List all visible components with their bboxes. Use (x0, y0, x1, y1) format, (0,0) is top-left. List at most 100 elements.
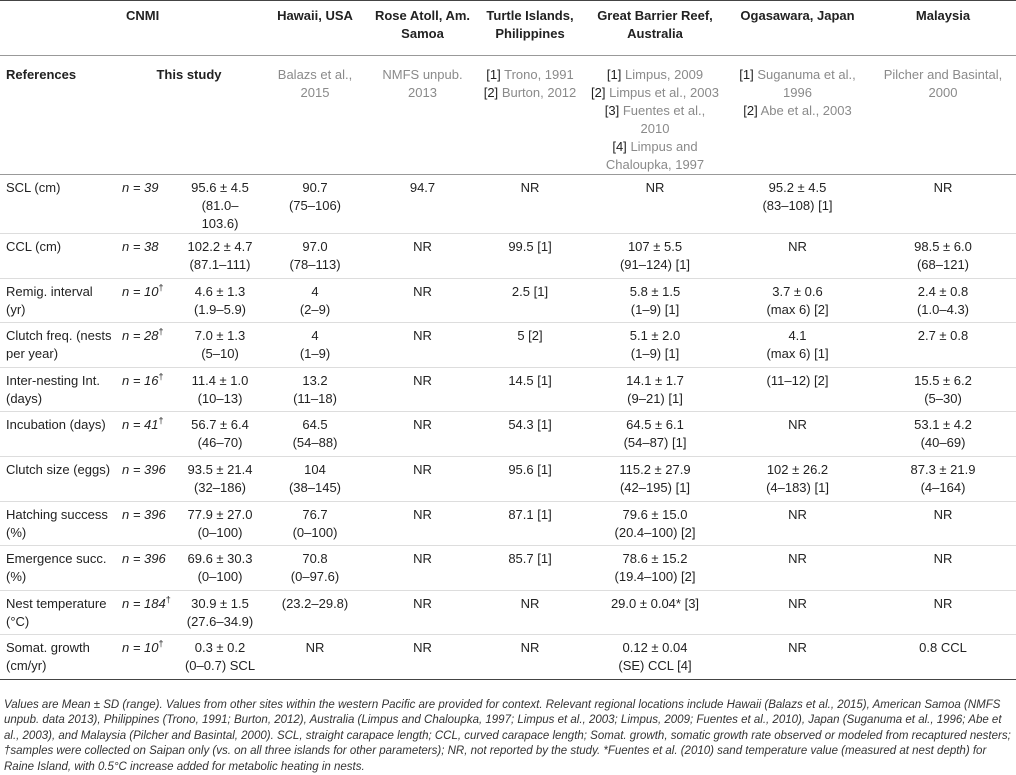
value-cell: NR (370, 412, 475, 457)
value-line: NR (520, 180, 540, 195)
value-cell: 4 (1–9) (260, 323, 370, 368)
value-line: (9–21) [1] (627, 390, 683, 406)
value-cell: 94.7 (370, 175, 475, 234)
reference-line: Balazs et al., 2015 (264, 66, 366, 102)
value-cell: 69.6 ± 30.3 (0–100) (180, 546, 260, 591)
value-cell: 14.1 ± 1.7 (9–21) [1] (585, 367, 725, 412)
reference-cell: [1] Limpus, 2009 [2] Limpus et al., 2003[… (585, 56, 725, 175)
value-cell: NR (870, 546, 1016, 591)
value-line: NR (645, 180, 665, 195)
value-line: 93.5 ± 21.4 (187, 461, 253, 477)
value-line: 87.3 ± 21.9 (910, 461, 976, 477)
sample-size: n = 184† (118, 590, 180, 635)
sample-size: n = 396 (118, 546, 180, 591)
sample-size-text: n = 39 (122, 180, 159, 195)
value-line: 87.1 [1] (508, 506, 552, 522)
value-line: (91–124) [1] (619, 257, 691, 272)
value-line: 64.5 (302, 417, 328, 433)
value-line: NR (413, 506, 432, 522)
value-cell: 70.8 (0–97.6) (260, 546, 370, 591)
reference-text: Burton, 2012 (501, 85, 577, 100)
reference-text: Abe et al., 2003 (760, 103, 852, 118)
header-cell: CNMI (126, 8, 160, 23)
data-row: Clutch freq. (nests per year) n = 28† 7.0 … (0, 323, 1016, 368)
value-line: 95.6 [1] (508, 461, 552, 477)
value-line: 56.7 ± 6.4 (191, 417, 249, 433)
data-row: Hatching success (%) n = 396 77.9 ± 27.0 (0… (0, 501, 1016, 546)
value-line: 13.2 (302, 372, 328, 388)
value-line: 2.5 [1] (511, 283, 549, 299)
value-cell: 7.0 ± 1.3 (5–10) (180, 323, 260, 368)
reference-number: [3] (604, 103, 620, 118)
value-line: 97.0 (302, 239, 328, 254)
reference-line: [1] Suganuma et al., 1996 (729, 66, 866, 102)
value-line: 95.2 ± 4.5 (768, 180, 827, 195)
row-label: References (6, 67, 77, 82)
value-line: 2.7 ± 0.8 (917, 328, 969, 344)
value-line: NR (933, 180, 953, 195)
value-cell: 0.8 CCL (870, 635, 1016, 680)
value-line: (23.2–29.8) (281, 595, 349, 611)
value-line: (5–10) (201, 346, 239, 362)
row-label: Clutch freq. (nests per year) (6, 328, 112, 362)
reference-text: Trono, 1991 (504, 67, 574, 82)
value-line: 7.0 ± 1.3 (194, 328, 246, 344)
value-line: 99.5 [1] (508, 239, 552, 254)
reference-number: [1] (739, 67, 754, 82)
value-line: (40–69) (920, 435, 966, 451)
value-cell: 98.5 ± 6.0 (68–121) (870, 234, 1016, 279)
value-cell: 64.5 ± 6.1 (54–87) [1] (585, 412, 725, 457)
value-line: (10–13) (197, 390, 243, 406)
value-cell: 85.7 [1] (475, 546, 585, 591)
value-line: 0.12 ± 0.04 (622, 640, 688, 656)
sample-size-text: n = 38 (122, 239, 159, 254)
sample-size: n = 28† (118, 323, 180, 368)
sample-size: n = 10† (118, 635, 180, 680)
sample-size-text: n = 28 (122, 328, 159, 344)
value-cell: 0.12 ± 0.04 (SE) CCL [4] (585, 635, 725, 680)
value-line: NR (520, 640, 540, 656)
value-cell: 95.6 [1] (475, 456, 585, 501)
value-line: (0–100) (197, 524, 243, 540)
value-cell: 0.3 ± 0.2 (0–0.7) SCL (180, 635, 260, 680)
value-line: 0.3 ± 0.2 (194, 640, 246, 656)
value-cell: 95.6 ± 4.5 (81.0–103.6) (180, 175, 260, 234)
value-line: 4.1 (788, 328, 807, 344)
reference-text: Balazs et al., 2015 (277, 67, 353, 100)
value-line: 4 (311, 283, 319, 299)
value-line: 85.7 [1] (508, 551, 552, 567)
data-row: Emergence succ. (%) n = 396 69.6 ± 30.3 (0–… (0, 546, 1016, 591)
value-cell: 56.7 ± 6.4 (46–70) (180, 412, 260, 457)
value-cell: 79.6 ± 15.0 (20.4–100) [2] (585, 501, 725, 546)
row-label: Somat. growth (cm/yr) (6, 640, 90, 674)
reference-line: This study (122, 66, 256, 84)
row-label: CCL (cm) (6, 239, 62, 254)
value-line: (75–106) (288, 198, 342, 213)
value-line: 15.5 ± 6.2 (914, 372, 972, 388)
value-cell: 90.7 (75–106) (260, 175, 370, 234)
value-line: (SE) CCL [4] (618, 658, 692, 674)
reference-text: Suganuma et al., 1996 (757, 67, 856, 100)
value-line: 107 ± 5.5 (627, 239, 683, 254)
value-line: 78.6 ± 15.2 (622, 551, 688, 567)
value-cell: 4 (2–9) (260, 278, 370, 323)
value-line: (1–9) (299, 346, 331, 362)
value-line: (1.9–5.9) (193, 301, 247, 317)
row-label: SCL (cm) (6, 180, 61, 195)
data-row: CCL (cm) n = 38 102.2 ± 4.7 (87.1–111) 97.0 (… (0, 234, 1016, 279)
value-line: (42–195) [1] (619, 479, 691, 495)
footnote-mark: † (158, 371, 164, 382)
sample-size-text: n = 184 (122, 595, 166, 611)
value-line: (1–9) [1] (630, 346, 680, 362)
value-cell: 93.5 ± 21.4 (32–186) (180, 456, 260, 501)
row-label: Clutch size (eggs) (6, 461, 111, 477)
value-line: NR (788, 506, 807, 522)
value-line: (19.4–100) [2] (614, 569, 696, 585)
header-cell: Rose Atoll, Am. Samoa (374, 8, 471, 41)
value-cell: 15.5 ± 6.2 (5–30) (870, 367, 1016, 412)
value-line: 98.5 ± 6.0 (914, 239, 972, 254)
value-line: 77.9 ± 27.0 (187, 506, 253, 522)
value-line: (20.4–100) [2] (614, 524, 696, 540)
value-cell: (11–12) [2] (725, 367, 870, 412)
value-cell: 2.5 [1] (475, 278, 585, 323)
